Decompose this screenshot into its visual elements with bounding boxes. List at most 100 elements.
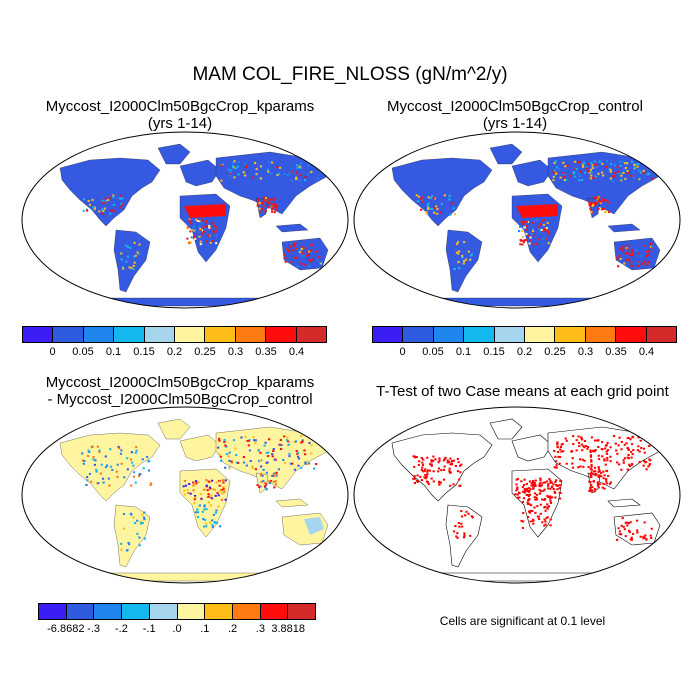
map-cell <box>626 162 629 165</box>
map-cell <box>630 443 634 446</box>
map-cell <box>270 204 274 207</box>
map-cell <box>262 199 266 202</box>
map-cell <box>597 486 600 489</box>
map-cell <box>261 201 264 204</box>
map-cell <box>523 491 526 494</box>
map-cell <box>434 458 437 461</box>
map-cell <box>534 484 537 487</box>
map-cell <box>204 228 207 231</box>
map-cell <box>296 451 300 454</box>
map-cell <box>582 161 585 164</box>
map-cell <box>452 207 455 210</box>
map-cell <box>233 176 236 179</box>
map-cell <box>129 246 132 249</box>
map-landmass <box>511 434 553 462</box>
map-cell <box>580 438 584 441</box>
map-cell <box>624 521 627 524</box>
map-cell <box>579 465 582 468</box>
map-cell <box>290 261 293 264</box>
map-cell <box>458 478 461 481</box>
map-cell <box>594 202 598 205</box>
map-cell <box>644 436 648 439</box>
map-cell <box>630 251 634 254</box>
map-cell <box>309 260 312 263</box>
colorbar-swatch <box>53 327 84 342</box>
map-cell <box>307 164 310 167</box>
map-cell <box>306 250 309 253</box>
map-cell <box>448 198 451 201</box>
map-cell <box>577 435 580 438</box>
map-cell <box>98 451 101 454</box>
map-cell <box>277 468 280 471</box>
map-cell <box>452 530 456 533</box>
map-cell <box>463 241 466 244</box>
map-cell <box>637 445 640 448</box>
map-cell <box>119 194 122 197</box>
map-cell <box>593 490 596 493</box>
map-cell <box>236 165 239 168</box>
map-cell <box>530 484 533 487</box>
map-cell <box>257 199 260 202</box>
map-cell <box>428 469 432 472</box>
map-cell <box>271 210 274 213</box>
map-cell <box>454 524 457 527</box>
map-cell <box>461 256 464 259</box>
map-cell <box>205 525 208 528</box>
map-cell <box>469 258 472 261</box>
map-cell <box>236 461 240 464</box>
map-cell <box>268 438 271 441</box>
map-cell <box>254 441 257 444</box>
map-cell <box>112 195 115 198</box>
map-cell <box>581 458 584 461</box>
map-cell <box>210 494 213 497</box>
map-cell <box>535 496 538 499</box>
map-cell <box>134 481 137 484</box>
map-cell <box>528 503 531 506</box>
map-cell <box>135 446 138 449</box>
map-cell <box>448 467 451 470</box>
map-cell <box>265 451 268 454</box>
colorbar-bottom-left <box>38 603 316 620</box>
panel-title-bottom-left: Myccost_I2000Clm50BgcCrop_kparams - Mycc… <box>20 374 340 408</box>
map-cell <box>634 166 637 169</box>
map-cell <box>462 536 466 539</box>
map-cell <box>544 509 547 512</box>
map-cell <box>133 241 136 244</box>
map-cell <box>618 436 621 439</box>
map-cell <box>607 211 611 214</box>
map-cell <box>426 470 429 473</box>
map-cell <box>265 461 268 464</box>
map-cell <box>126 457 129 460</box>
map-landmass <box>59 157 161 227</box>
map-cell <box>590 468 593 471</box>
map-cell <box>628 465 632 468</box>
map-cell <box>296 164 299 167</box>
map-cell <box>112 194 115 197</box>
map-cell <box>453 268 456 271</box>
map-cell <box>562 161 565 164</box>
map-cell <box>417 463 421 466</box>
map-cell <box>420 197 423 200</box>
map-cell <box>600 441 604 444</box>
map-cell <box>298 174 302 177</box>
map-cell <box>274 197 277 200</box>
map-cell <box>514 493 517 496</box>
map-cell <box>413 465 416 468</box>
map-cell <box>413 456 417 459</box>
map-cell <box>210 497 213 500</box>
map-cell <box>609 170 612 173</box>
map-cell <box>448 469 451 472</box>
map-cell <box>430 464 433 467</box>
map-cell <box>463 260 466 263</box>
map-cell <box>631 254 634 257</box>
map-cell <box>265 483 268 486</box>
panel-title-top-right-line2: (yrs 1-14) <box>482 115 548 132</box>
main-title: MAM COL_FIRE_NLOSS (gN/m^2/y) <box>192 64 508 85</box>
map-cell <box>268 482 271 485</box>
map-cell <box>200 232 203 235</box>
map-cell <box>597 446 600 449</box>
significance-note: Cells are significant at 0.1 level <box>439 614 606 628</box>
map-cell <box>298 165 301 168</box>
map-cell <box>597 466 600 469</box>
map-cell <box>183 493 186 496</box>
